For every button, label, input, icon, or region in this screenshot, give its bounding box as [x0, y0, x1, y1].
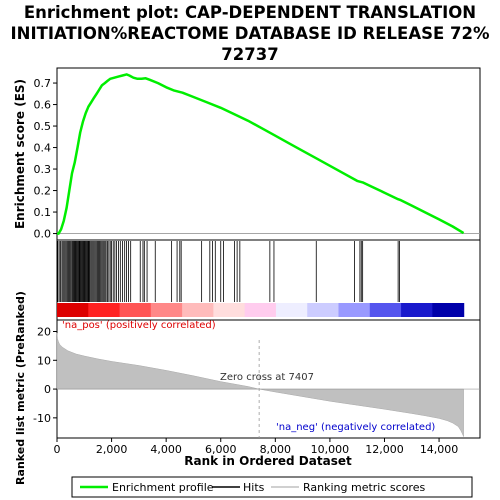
metric-y-tick-label: 20	[37, 326, 51, 339]
es-y-axis-title: Enrichment score (ES)	[13, 79, 27, 229]
x-tick-label: 0	[54, 443, 61, 456]
heatmap-segment	[275, 303, 308, 317]
metric-y-tick-label: -10	[33, 412, 51, 425]
heatmap-segment	[182, 303, 214, 317]
es-y-tick-label: 0.6	[34, 99, 52, 112]
legend-metric-label: Ranking metric scores	[303, 481, 425, 494]
legend-hits-label: Hits	[243, 481, 265, 494]
enrichment-profile-line	[57, 73, 465, 235]
negative-correlation-label: 'na_neg' (negatively correlated)	[276, 422, 435, 433]
zero-cross-label: Zero cross at 7407	[220, 372, 314, 383]
metric-y-tick-label: 0	[44, 383, 51, 396]
es-y-tick-label: 0.4	[34, 142, 52, 155]
x-tick-label: 14,000	[420, 443, 459, 456]
heatmap-segment	[244, 303, 277, 317]
legend-enrichment-label: Enrichment profile	[112, 481, 214, 494]
x-tick-label: 12,000	[365, 443, 404, 456]
heatmap-segment	[150, 303, 183, 317]
x-tick-label: 10,000	[311, 443, 350, 456]
axes-layer: 0 2,000 4,000 6,000 8,000 10,000 12,000 14,000 0…	[33, 77, 458, 456]
es-panel-frame	[56, 67, 481, 241]
heatmap-segment	[119, 303, 152, 317]
heatmap-bar	[57, 303, 465, 317]
metric-layer	[56, 332, 480, 438]
x-tick-label: 2,000	[96, 443, 128, 456]
heatmap-segment	[213, 303, 246, 317]
x-tick-label: 4,000	[150, 443, 182, 456]
chart-title-line-2: INITIATION%REACTOME DATABASE ID RELEASE …	[11, 24, 490, 43]
heatmap-segment	[57, 303, 89, 317]
hits-layer	[57, 241, 400, 302]
es-y-tick-label: 0.1	[34, 206, 52, 219]
x-tick-label: 6,000	[205, 443, 237, 456]
x-tick-label: 8,000	[260, 443, 292, 456]
es-y-tick-label: 0.3	[34, 163, 52, 176]
metric-y-axis-title: Ranked list metric (PreRanked)	[14, 291, 27, 485]
chart-title-line-1: Enrichment plot: CAP-DEPENDENT TRANSLATI…	[24, 3, 476, 22]
es-y-tick-label: 0.2	[34, 185, 52, 198]
x-axis-title: Rank in Ordered Dataset	[184, 454, 352, 468]
heatmap-segment	[338, 303, 371, 317]
es-y-tick-label: 0.0	[34, 228, 52, 241]
chart-title-line-3: 72737	[221, 45, 278, 64]
es-layer	[57, 73, 480, 235]
positive-correlation-label: 'na_pos' (positively correlated)	[62, 320, 216, 331]
heatmap-segment	[369, 303, 402, 317]
metric-y-tick-label: 10	[37, 354, 51, 367]
heatmap-segment	[307, 303, 340, 317]
heatmap-segment	[432, 303, 465, 317]
heatmap-segment	[88, 303, 121, 317]
es-y-tick-label: 0.7	[34, 77, 52, 90]
es-y-tick-label: 0.5	[34, 120, 52, 133]
heatmap-segment	[401, 303, 433, 317]
